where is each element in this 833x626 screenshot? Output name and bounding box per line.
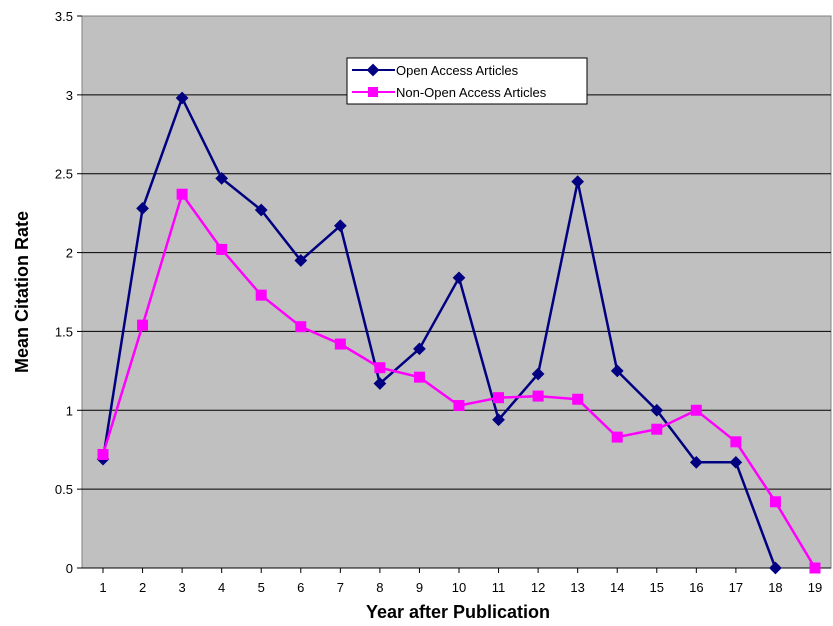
- legend: Open Access Articles Non-Open Access Art…: [346, 57, 588, 105]
- data-point-open-access: [175, 91, 189, 105]
- data-point-open-access: [136, 202, 149, 215]
- x-tick-label: 1: [99, 580, 106, 595]
- plot-area: [81, 15, 832, 569]
- data-point-non-open-access: [97, 448, 109, 460]
- x-tick-label: 3: [178, 580, 185, 595]
- x-tick-label: 2: [139, 580, 146, 595]
- y-tick-label: 2.5: [55, 167, 73, 182]
- data-point-non-open-access: [453, 400, 465, 412]
- x-tick-label: 5: [258, 580, 265, 595]
- data-point-non-open-access: [690, 404, 702, 416]
- series-line-open-access: [101, 96, 777, 569]
- data-point-open-access: [333, 219, 347, 233]
- x-axis-label: Year after Publication: [366, 602, 550, 622]
- legend-box: [346, 57, 588, 105]
- x-axis-ticks: 1 2 3 4 5 6 7 8 9 10 11 12 13 14 15 16 17 18 19: [82, 567, 831, 595]
- data-point-open-access: [729, 455, 743, 469]
- y-tick-label: 3.5: [55, 9, 73, 24]
- x-tick-label: 10: [452, 580, 466, 595]
- x-tick-label: 6: [297, 580, 304, 595]
- legend-label-non-open-access: Non-Open Access Articles: [396, 85, 547, 100]
- x-tick-label: 13: [570, 580, 584, 595]
- data-point-non-open-access: [255, 289, 267, 301]
- data-point-non-open-access: [532, 390, 544, 402]
- y-axis-label: Mean Citation Rate: [12, 211, 32, 373]
- data-point-open-access: [769, 561, 782, 575]
- data-point-open-access: [610, 364, 624, 378]
- data-point-open-access: [294, 254, 308, 267]
- data-point-open-access: [492, 413, 505, 427]
- x-tick-label: 12: [531, 580, 545, 595]
- x-tick-label: 17: [729, 580, 743, 595]
- y-tick-label: 1: [66, 403, 73, 418]
- data-point-non-open-access: [176, 188, 188, 200]
- data-point-non-open-access: [809, 562, 821, 574]
- data-point-open-access: [215, 172, 229, 185]
- legend-marker-open-access: [366, 63, 380, 77]
- y-tick-label: 3: [66, 88, 73, 103]
- data-point-non-open-access: [334, 338, 346, 350]
- y-tick-label: 0.5: [55, 482, 73, 497]
- data-point-non-open-access: [137, 319, 149, 331]
- data-point-non-open-access: [216, 243, 228, 255]
- y-axis-ticks: 0 0.5 1 1.5 2 2.5 3 3.5: [55, 9, 82, 576]
- y-tick-label: 2: [66, 246, 73, 261]
- data-point-non-open-access: [572, 393, 584, 405]
- data-point-non-open-access: [611, 431, 623, 443]
- x-tick-label: 9: [416, 580, 423, 595]
- data-point-non-open-access: [374, 362, 386, 374]
- x-tick-label: 16: [689, 580, 703, 595]
- data-point-non-open-access: [295, 321, 307, 333]
- data-point-non-open-access: [493, 392, 505, 404]
- x-tick-label: 14: [610, 580, 624, 595]
- legend-label-open-access: Open Access Articles: [396, 63, 519, 78]
- x-tick-label: 18: [768, 580, 782, 595]
- data-point-open-access: [373, 377, 387, 390]
- x-tick-label: 7: [337, 580, 344, 595]
- data-point-open-access: [531, 367, 545, 381]
- data-point-non-open-access: [413, 371, 425, 383]
- y-tick-label: 1.5: [55, 324, 73, 339]
- x-tick-label: 11: [492, 580, 506, 595]
- data-point-open-access: [254, 203, 268, 217]
- data-point-open-access: [413, 342, 426, 356]
- data-point-open-access: [452, 271, 466, 285]
- x-tick-label: 4: [218, 580, 225, 595]
- y-tick-label: 0: [66, 561, 73, 576]
- x-tick-label: 15: [650, 580, 664, 595]
- x-tick-label: 19: [808, 580, 822, 595]
- data-point-non-open-access: [651, 423, 663, 435]
- data-point-non-open-access: [730, 436, 742, 448]
- legend-marker-non-open-access: [368, 87, 378, 97]
- x-tick-label: 8: [376, 580, 383, 595]
- data-point-non-open-access: [769, 496, 781, 508]
- series-lines: [96, 91, 821, 575]
